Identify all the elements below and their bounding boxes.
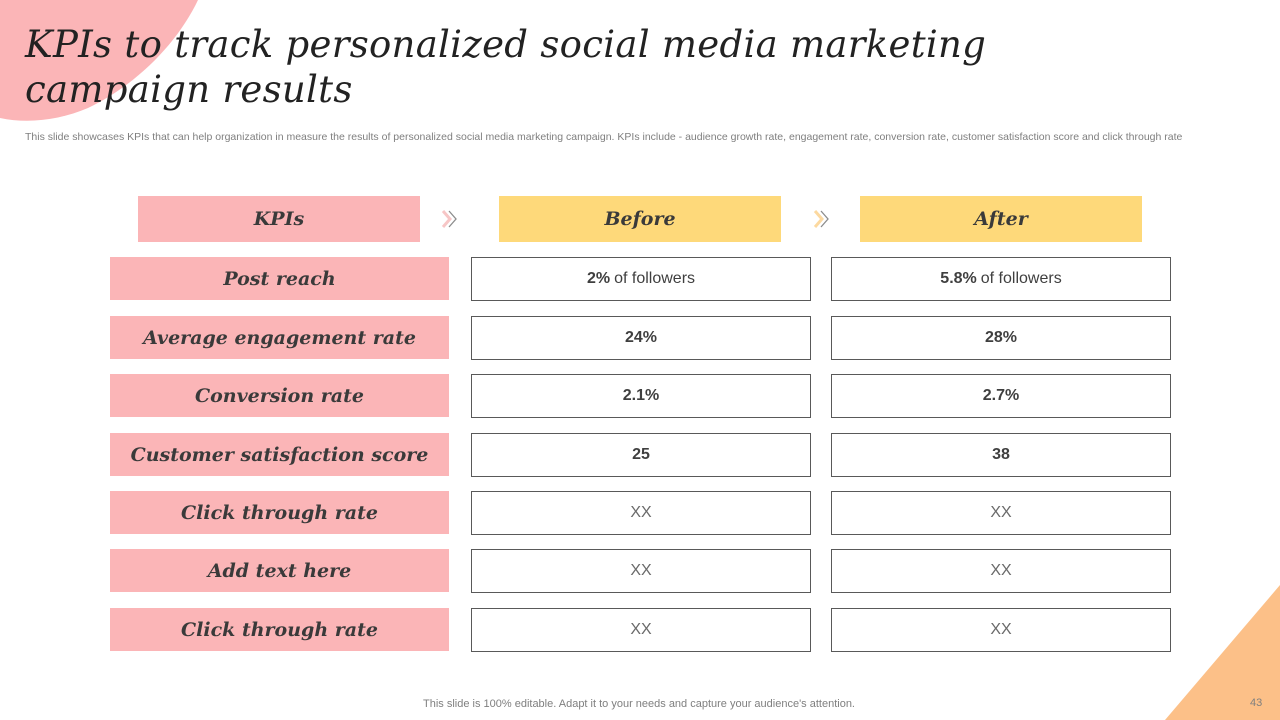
before-value-cell: 2.1% (471, 374, 811, 418)
kpi-label: Click through rate (110, 608, 449, 651)
before-value: 2% (586, 270, 611, 287)
kpi-label: Click through rate (110, 491, 449, 534)
after-value: XX (990, 621, 1012, 638)
table-row: Post reach 2% of followers 5.8% of followe… (0, 257, 1280, 301)
after-value: 5.8% (940, 270, 977, 287)
kpi-label: Add text here (110, 549, 449, 592)
before-value: 24% (624, 329, 658, 346)
footer-note: This slide is 100% editable. Adapt it to… (423, 698, 855, 710)
before-value: XX (630, 621, 652, 638)
header-after: After (860, 196, 1142, 242)
kpi-label: Average engagement rate (110, 316, 449, 359)
table-row: Average engagement rate 24% 28% (0, 316, 1280, 360)
kpi-label: Post reach (110, 257, 449, 300)
after-value: 2.7% (982, 387, 1020, 404)
kpi-label: Customer satisfaction score (110, 433, 449, 476)
before-value: XX (630, 562, 652, 579)
before-value-cell: 25 (471, 433, 811, 477)
before-value: 2.1% (622, 387, 660, 404)
after-value: XX (990, 504, 1012, 521)
before-value: XX (630, 504, 652, 521)
before-value-cell: XX (471, 491, 811, 535)
page-number: 43 (1250, 697, 1263, 709)
after-value-suffix: of followers (980, 270, 1062, 287)
table-row: Conversion rate 2.1% 2.7% (0, 374, 1280, 418)
after-value-cell: 2.7% (831, 374, 1171, 418)
after-value-cell: 28% (831, 316, 1171, 360)
after-value: 38 (992, 446, 1010, 463)
header-before: Before (499, 196, 781, 242)
after-value-cell: XX (831, 608, 1171, 652)
after-value-cell: 38 (831, 433, 1171, 477)
before-value-cell: 2% of followers (471, 257, 811, 301)
after-value: 28% (984, 329, 1018, 346)
after-value-cell: XX (831, 549, 1171, 593)
before-value-cell: 24% (471, 316, 811, 360)
corner-decoration-top-left (0, 0, 198, 121)
before-value-cell: XX (471, 549, 811, 593)
page-title: KPIs to track personalized social media … (25, 23, 987, 111)
before-value: 25 (632, 446, 650, 463)
table-row: Add text here XX XX (0, 549, 1280, 593)
before-value-cell: XX (471, 608, 811, 652)
table-row: Click through rate XX XX (0, 608, 1280, 652)
header-kpis: KPIs (138, 196, 420, 242)
corner-decoration-bottom-right (1165, 585, 1280, 720)
page-subtitle: This slide showcases KPIs that can help … (25, 131, 1183, 143)
after-value-cell: 5.8% of followers (831, 257, 1171, 301)
chevron-right-icon (813, 210, 829, 228)
after-value: XX (990, 562, 1012, 579)
after-value-cell: XX (831, 491, 1171, 535)
table-row: Click through rate XX XX (0, 491, 1280, 535)
chevron-right-icon (441, 210, 457, 228)
before-value-suffix: of followers (614, 270, 696, 287)
table-row: Customer satisfaction score 25 38 (0, 433, 1280, 477)
kpi-label: Conversion rate (110, 374, 449, 417)
